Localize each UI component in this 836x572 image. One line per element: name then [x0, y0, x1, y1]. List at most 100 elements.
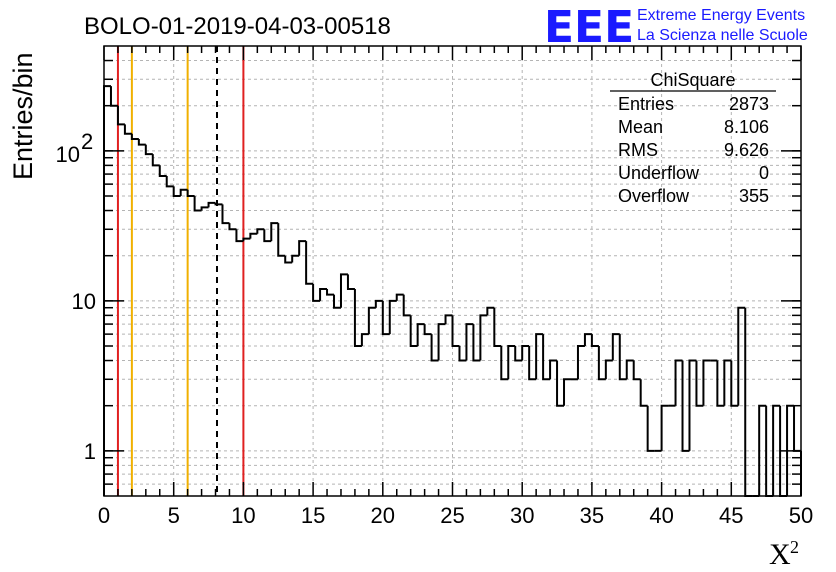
- histogram-bin: [319, 287, 328, 301]
- x-axis-label-superscript: 2: [790, 537, 799, 557]
- histogram-bin: [625, 359, 634, 380]
- x-tick-label: 0: [98, 503, 110, 528]
- histogram-bin: [158, 165, 167, 177]
- histogram-bin: [507, 345, 516, 380]
- histogram-bin: [786, 404, 795, 496]
- eee-logo: EEE Extreme Energy Events La Scienza nel…: [544, 2, 808, 53]
- histogram-bin: [374, 299, 383, 308]
- y-tick-label: 1: [84, 439, 96, 464]
- histogram-bin: [563, 378, 571, 406]
- histogram-bin: [444, 314, 453, 325]
- chart-title: BOLO-01-2019-04-03-00518: [84, 13, 391, 40]
- histogram-bin: [179, 188, 188, 196]
- histogram-bin: [542, 334, 551, 381]
- histogram-bin: [228, 223, 237, 231]
- histogram-bin: [737, 306, 746, 406]
- x-tick-label: 40: [649, 503, 673, 528]
- histogram-bin: [416, 323, 425, 346]
- stats-title: ChiSquare: [650, 70, 735, 90]
- histogram-bin: [632, 360, 641, 381]
- x-tick-label: 50: [789, 503, 813, 528]
- x-tick-label: 35: [580, 503, 604, 528]
- histogram-bin: [758, 404, 767, 496]
- y-tick-label: 10: [56, 142, 80, 167]
- histogram-bin: [402, 294, 411, 317]
- histogram-bin: [576, 345, 585, 380]
- histogram-bin: [472, 324, 481, 362]
- histogram-bin: [535, 333, 544, 380]
- histogram-bin: [695, 360, 704, 407]
- histogram-bin: [646, 405, 655, 452]
- histogram-bin: [381, 300, 390, 336]
- histogram-bin: [730, 360, 739, 407]
- histogram-bin: [367, 306, 376, 335]
- histogram-bin: [458, 346, 467, 362]
- plot-frame: [103, 45, 802, 497]
- histogram-bin: [500, 346, 509, 381]
- histogram-bin: [702, 359, 711, 406]
- histogram-bin: [688, 359, 697, 451]
- histogram-bin: [618, 334, 627, 381]
- histogram-bin: [207, 201, 216, 208]
- x-axis-label: X 2: [769, 537, 799, 571]
- histogram-bin: [521, 345, 530, 361]
- histogram-bin: [291, 254, 300, 263]
- histogram-bin: [200, 206, 209, 211]
- x-tick-label: 45: [719, 503, 743, 528]
- histogram-bin: [514, 346, 523, 362]
- histogram-bin: [298, 240, 307, 256]
- stats-value-mean: 8.106: [724, 117, 769, 137]
- histogram-bin: [235, 229, 244, 243]
- histogram-bin: [186, 189, 195, 197]
- histogram-bin: [130, 133, 139, 140]
- histogram-bin: [479, 314, 488, 361]
- y-tick-label-exponent: 2: [81, 129, 93, 154]
- stats-label-underflow: Underflow: [618, 163, 700, 183]
- histogram-bin: [611, 333, 620, 361]
- histogram-bin: [486, 306, 495, 316]
- stats-value-rms: 9.626: [724, 140, 769, 160]
- histogram-bin: [409, 315, 418, 347]
- histogram-bin: [674, 359, 683, 406]
- histogram-bin: [242, 237, 251, 242]
- stats-value-underflow: 0: [759, 163, 769, 183]
- histogram-bin: [716, 360, 725, 407]
- histogram-bin: [270, 222, 279, 242]
- histogram-bin: [221, 204, 230, 225]
- histogram-bin: [437, 323, 446, 361]
- histogram-bin: [723, 359, 732, 406]
- x-tick-label: 25: [440, 503, 464, 528]
- histogram-bin: [772, 404, 781, 496]
- histogram-bin: [172, 186, 181, 197]
- y-axis-label: Entries/bin: [8, 52, 38, 180]
- histogram-bin: [430, 334, 439, 362]
- histogram-bin: [360, 333, 369, 346]
- x-tick-label: 30: [510, 503, 534, 528]
- logo-mark: EEE: [544, 2, 634, 53]
- x-tick-label: 20: [371, 503, 395, 528]
- logo-line2: La Scienza nelle Scuole: [637, 27, 808, 44]
- y-tick-label: 10: [72, 289, 96, 314]
- histogram-bin: [353, 288, 362, 347]
- histogram-bin: [556, 360, 565, 407]
- histogram-bin: [465, 323, 474, 361]
- histogram-bin: [284, 255, 293, 264]
- histogram-bin: [312, 283, 321, 302]
- histogram-bin: [660, 404, 669, 451]
- histogram-bin: [326, 288, 335, 296]
- histogram-bin: [263, 229, 272, 243]
- stats-box: ChiSquare Entries 2873 Mean 8.106 RMS 9.…: [610, 70, 776, 206]
- histogram-bin: [151, 154, 160, 167]
- stats-value-overflow: 355: [739, 186, 769, 206]
- histogram-bin: [583, 333, 592, 346]
- histogram-bin: [604, 359, 613, 380]
- histogram-bin: [590, 334, 599, 347]
- x-tick-label: 10: [231, 503, 255, 528]
- histogram-bin: [681, 360, 690, 452]
- histogram-bin: [346, 274, 355, 290]
- histogram-bin: [277, 223, 286, 257]
- histogram-bin: [423, 324, 432, 336]
- histogram-bin: [249, 232, 258, 239]
- x-axis-label-base: X: [769, 538, 791, 571]
